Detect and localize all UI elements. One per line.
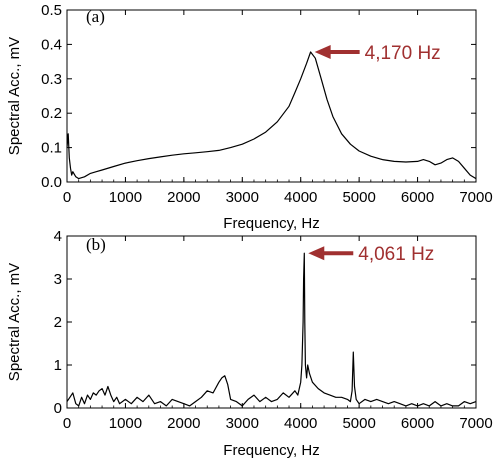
x-tick-label: 1000 bbox=[109, 415, 142, 432]
y-tick-label: 0.5 bbox=[41, 2, 62, 19]
y-tick-label: 2 bbox=[54, 314, 62, 331]
panel-b-chart: 0 1000 2000 3000 4000 5000 6000 7000 0 1 2 3 4 Freque… bbox=[6, 228, 493, 459]
y-axis-title: Spectral Acc., mV bbox=[6, 37, 23, 155]
x-tick-label: 0 bbox=[63, 415, 71, 432]
x-tick-label: 3000 bbox=[226, 415, 259, 432]
series-line bbox=[66, 51, 477, 180]
x-tick-label: 0 bbox=[63, 189, 71, 206]
annotation-label: 4,170 Hz bbox=[365, 43, 441, 64]
y-tick-label: 3 bbox=[54, 271, 62, 288]
annotation-label: 4,061 Hz bbox=[358, 244, 434, 265]
y-tick-label: 4 bbox=[54, 228, 62, 245]
y-axis-title: Spectral Acc., mV bbox=[6, 263, 23, 381]
x-tick-label: 5000 bbox=[342, 415, 375, 432]
y-tick-label: 0.2 bbox=[41, 105, 62, 122]
x-tick-label: 4000 bbox=[284, 189, 317, 206]
panel-a-chart: 0 1000 2000 3000 4000 5000 6000 7000 0.0 0.1 0.2 0.… bbox=[6, 2, 493, 232]
x-tick-label: 1000 bbox=[109, 189, 142, 206]
x-tick-label: 3000 bbox=[226, 189, 259, 206]
x-axis-title: Frequency, Hz bbox=[223, 442, 319, 459]
x-tick-label: 7000 bbox=[459, 189, 492, 206]
y-tick-label: 0.1 bbox=[41, 140, 62, 157]
x-tick-label: 7000 bbox=[459, 415, 492, 432]
panel-label: (b) bbox=[86, 235, 106, 254]
x-tick-label: 2000 bbox=[167, 415, 200, 432]
y-tick-label: 0 bbox=[54, 400, 62, 417]
x-tick-label: 6000 bbox=[401, 189, 434, 206]
x-axis-title: Frequency, Hz bbox=[223, 215, 319, 232]
y-tick-label: 0.0 bbox=[41, 174, 62, 191]
x-tick-label: 2000 bbox=[167, 189, 200, 206]
plot-frame bbox=[66, 9, 477, 183]
annotation-arrow-head bbox=[308, 246, 325, 261]
y-tick-label: 1 bbox=[54, 357, 62, 374]
y-tick-label: 0.3 bbox=[41, 71, 62, 88]
series-line bbox=[66, 252, 477, 407]
annotation-arrow-head bbox=[314, 44, 331, 59]
y-tick-label: 0.4 bbox=[41, 36, 62, 53]
x-tick-label: 4000 bbox=[284, 415, 317, 432]
panel-label: (a) bbox=[86, 7, 105, 26]
x-tick-label: 5000 bbox=[342, 189, 375, 206]
x-tick-label: 6000 bbox=[401, 415, 434, 432]
